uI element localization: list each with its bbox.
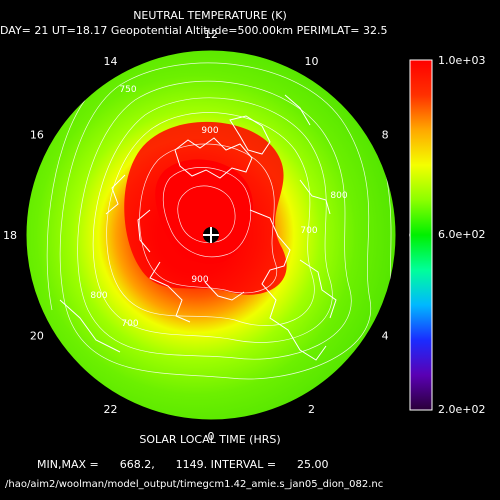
plot-perimeter bbox=[25, 49, 397, 421]
local-time-label-16: 16 bbox=[30, 129, 44, 142]
contour-label: 800 bbox=[330, 191, 347, 201]
local-time-label-20: 20 bbox=[30, 330, 44, 343]
local-time-label-4: 4 bbox=[382, 330, 389, 343]
pole-marker bbox=[203, 227, 219, 243]
coastlines bbox=[59, 94, 337, 361]
colorbar-tick-label: 6.0e+02 bbox=[438, 228, 485, 241]
chart-title: NEUTRAL TEMPERATURE (K) bbox=[133, 9, 287, 22]
colorbar-tick-label: 2.0e+02 bbox=[438, 403, 485, 416]
x-axis-label: SOLAR LOCAL TIME (HRS) bbox=[139, 433, 281, 446]
chart-subtitle: DAY= 21 UT=18.17 Geopotential Altitude=5… bbox=[0, 24, 388, 37]
local-time-label-0: 0 bbox=[208, 430, 215, 443]
colorbar-labels: 1.0e+03 6.0e+02 2.0e+02 bbox=[438, 54, 485, 416]
contour-label: 900 bbox=[201, 126, 218, 136]
local-time-label-12: 12 bbox=[204, 28, 218, 41]
local-time-label-2: 2 bbox=[308, 403, 315, 416]
local-time-label-10: 10 bbox=[305, 55, 319, 68]
contour-label: 700 bbox=[300, 226, 317, 236]
contour-label: 800 bbox=[90, 291, 107, 301]
contour-label: 750 bbox=[119, 85, 136, 95]
contour-label: 700 bbox=[39, 365, 56, 375]
colorbar bbox=[409, 59, 433, 411]
contour-label: 900 bbox=[191, 275, 208, 285]
local-time-label-18: 18 bbox=[3, 229, 17, 242]
local-time-label-22: 22 bbox=[104, 403, 118, 416]
local-time-label-14: 14 bbox=[104, 55, 118, 68]
local-time-labels: 1210864202220181614 bbox=[3, 28, 416, 443]
colorbar-tick-label: 1.0e+03 bbox=[438, 54, 485, 67]
stats-readout: MIN,MAX = 668.2, 1149. INTERVAL = 25.00 bbox=[37, 458, 329, 471]
hot-core-inner bbox=[155, 159, 254, 264]
file-path: /hao/aim2/woolman/model_output/timegcm1.… bbox=[5, 479, 384, 490]
local-time-label-8: 8 bbox=[382, 129, 389, 142]
contour-label: 700 bbox=[121, 319, 138, 329]
